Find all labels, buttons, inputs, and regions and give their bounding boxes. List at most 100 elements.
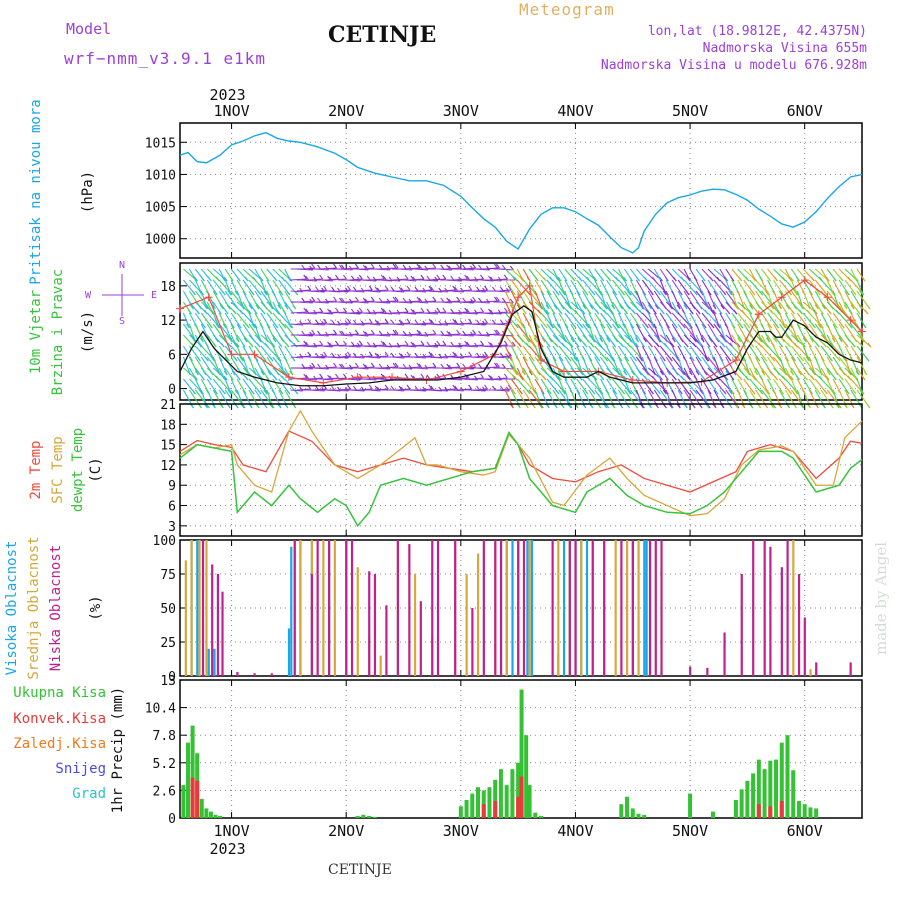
wind-barb — [338, 367, 353, 370]
wind-barb-flag — [566, 309, 571, 315]
rain-total-bar — [710, 811, 715, 818]
wind-barb-flag — [701, 276, 706, 282]
wind-barb — [755, 356, 766, 376]
wind-barb — [409, 323, 426, 326]
wind-barb — [504, 345, 513, 362]
wind-barb — [546, 312, 554, 329]
wind-barb-flag — [378, 330, 383, 336]
wind-barb — [540, 290, 550, 310]
cloud-low-bar — [631, 540, 634, 676]
y-tick-label: 9 — [168, 479, 176, 494]
wind-barb-flag — [450, 341, 455, 347]
wind-barb-flag — [251, 323, 256, 329]
wind-barb-flag — [664, 276, 669, 282]
wind-barb-flag — [250, 389, 255, 395]
wind-barb-flag — [823, 290, 828, 296]
wind-barb — [374, 367, 391, 370]
wind-barb-flag — [448, 331, 453, 337]
wind-barb — [314, 367, 329, 370]
wind-barb-flag — [855, 370, 860, 376]
wind-barb-flag — [440, 264, 445, 270]
wind-barb-flag — [272, 337, 277, 343]
wind-barb-flag — [303, 373, 308, 379]
wind-barb — [302, 345, 317, 348]
wind-barb-flag — [851, 342, 856, 348]
wind-barb — [844, 290, 855, 310]
wind-barb-flag — [560, 304, 565, 310]
wind-barb-flag — [277, 304, 282, 310]
temp2m-title: 2m Temp — [28, 440, 44, 499]
wind-barb-flag — [699, 389, 704, 395]
cloud-low-bar — [293, 540, 296, 676]
cloud-low-bar — [849, 662, 852, 676]
wind-barb — [302, 312, 317, 315]
wind-barb-flag — [578, 276, 583, 282]
wind-barb — [856, 279, 864, 296]
wind-barb-flag — [722, 290, 727, 296]
wind-barb-flag — [754, 370, 759, 376]
wind-barb-flag — [644, 323, 649, 329]
wind-barb-flag — [700, 337, 705, 343]
wind-barb — [534, 389, 543, 409]
wind-barb-flag — [688, 370, 693, 376]
cloud-low-bar — [786, 540, 789, 676]
wind-barb-flag — [728, 389, 733, 395]
wind-barb-flag — [716, 276, 721, 282]
cloud-high-title: Visoka Oblacnost — [4, 541, 20, 676]
wind-barb-flag — [352, 352, 357, 358]
day-label-bottom: 3NOV — [443, 822, 479, 840]
wind-barb-flag — [221, 389, 226, 395]
wind-barb-flag — [702, 323, 707, 329]
rain-total-bar — [785, 735, 790, 818]
wind-barb-flag — [452, 351, 457, 357]
wind-barb — [248, 312, 256, 329]
wind-barb-flag — [610, 356, 615, 362]
wind-barb-flag — [404, 340, 409, 346]
panel-frame — [179, 122, 863, 259]
wind-barb-flag — [211, 304, 216, 310]
wind-barb-flag — [343, 340, 347, 346]
wind-barb-flag — [635, 337, 639, 343]
wind-barb-flag — [557, 370, 562, 376]
wind-barb-flag — [567, 356, 572, 362]
wind-barb-flag — [507, 285, 512, 291]
wind-barb-flag — [549, 323, 554, 329]
pressure-line — [179, 131, 863, 254]
cloud-low-bar — [373, 574, 377, 676]
wind-barb-flag — [484, 285, 488, 291]
wind-barb-flag — [561, 290, 566, 296]
wind-barb-flag — [382, 341, 387, 347]
wind-barb-flag — [249, 342, 254, 348]
cloud-low-bar — [396, 540, 399, 676]
wind-barb-flag — [698, 342, 703, 348]
wind-barb-flag — [248, 304, 253, 310]
wind-barb — [224, 279, 232, 296]
wind-barb-flag — [273, 375, 278, 381]
wind-barb-flag — [494, 263, 498, 269]
wind-barb-flag — [210, 356, 215, 362]
rain-total-bar — [745, 780, 750, 818]
wind-barb-flag — [625, 356, 629, 362]
wind-barb-flag — [622, 323, 626, 329]
cloud-high-bar — [562, 540, 566, 676]
wind-barb-flag — [317, 330, 322, 336]
wind-barb-flag — [464, 274, 469, 280]
wind-barb-flag — [714, 290, 719, 296]
wind-barb — [540, 389, 550, 409]
wind-barb-flag — [509, 265, 514, 271]
rain-total-bar — [625, 796, 630, 818]
wind-barb — [814, 312, 822, 329]
wind-barb-flag — [696, 309, 701, 315]
wind-barb — [594, 323, 604, 343]
wind-barb — [695, 323, 705, 343]
wind-barb-flag — [414, 352, 419, 358]
wind-barb — [552, 356, 562, 376]
wind-barb — [570, 290, 579, 310]
wind-barb-flag — [414, 385, 419, 391]
wind-barb-flag — [420, 340, 425, 346]
wind-barb — [200, 323, 211, 343]
wind-barb-flag — [209, 309, 214, 315]
wind-barb-flag — [862, 323, 867, 329]
wind-barb — [242, 290, 253, 310]
wind-barb-flag — [288, 323, 293, 329]
